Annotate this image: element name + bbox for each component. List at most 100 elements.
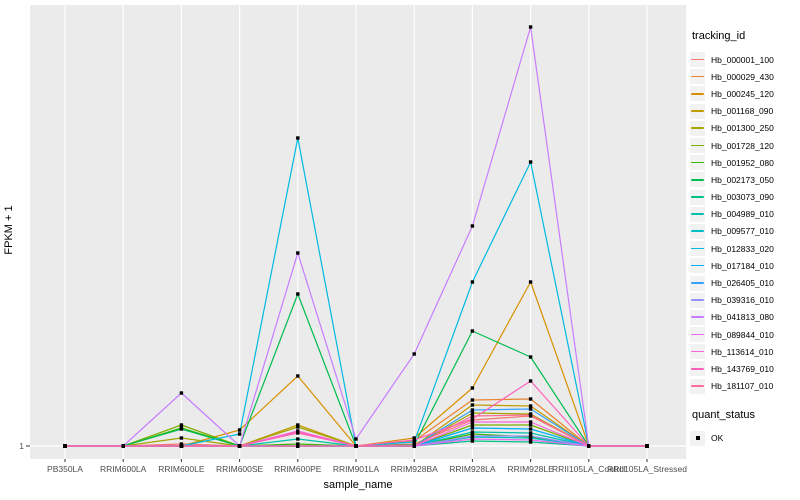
legend-key-box [690, 52, 705, 68]
legend-key-box [690, 206, 705, 222]
data-point [470, 423, 475, 427]
legend-item-label: Hb_001300_250 [711, 123, 774, 134]
legend-item-label: Hb_000029_430 [711, 71, 774, 82]
data-point [354, 444, 358, 448]
data-point [470, 420, 475, 424]
data-point [528, 355, 533, 359]
data-point [470, 426, 475, 430]
data-point [470, 280, 475, 284]
legend-line-swatch-icon [691, 247, 704, 250]
legend-item-ok: OK [690, 430, 798, 447]
legend-item-label: OK [711, 433, 724, 444]
y-axis-tick-label: 1 [19, 441, 24, 451]
data-point [296, 442, 300, 446]
data-point [528, 379, 533, 383]
legend-item-label: Hb_002173_050 [711, 174, 774, 185]
legend-key-box [690, 189, 705, 205]
legend-item-label: Hb_026405_010 [711, 278, 774, 289]
data-point [296, 251, 300, 255]
data-point [354, 437, 358, 441]
data-point [528, 404, 533, 408]
data-point [528, 427, 533, 431]
x-tick-label-RRIM928LA: RRIM928LA [449, 464, 496, 474]
data-point [412, 444, 416, 448]
data-point [296, 136, 300, 140]
legend-line-swatch-icon [691, 385, 704, 387]
legend-key-box [690, 103, 705, 119]
legend-line-swatch-icon [691, 75, 704, 78]
legend-item-Hb_012833_020: Hb_012833_020 [690, 240, 798, 257]
legend-item-Hb_002173_050: Hb_002173_050 [690, 171, 798, 188]
legend-item-Hb_041813_080: Hb_041813_080 [690, 309, 798, 326]
legend-key-box [690, 120, 705, 136]
legend-item-label: Hb_009577_010 [711, 226, 774, 237]
data-point [528, 438, 533, 442]
legend-quant-section: quant_status OK [690, 409, 798, 447]
data-point [528, 25, 533, 29]
x-tick-label-RRIM901LA: RRIM901LA [332, 464, 380, 474]
data-point [470, 329, 475, 333]
legend-line-swatch-icon [691, 350, 704, 353]
legend-key-box [690, 378, 705, 394]
legend-item-Hb_001952_080: Hb_001952_080 [690, 154, 798, 171]
data-point [237, 432, 242, 436]
legend-item-label: Hb_000245_120 [711, 88, 774, 99]
data-point [528, 423, 533, 427]
data-point [470, 408, 475, 412]
data-point [296, 444, 300, 448]
legend-key-box [690, 309, 705, 325]
legend-key-box [690, 430, 705, 446]
legend-key-box [690, 223, 705, 239]
gridlines [30, 5, 686, 459]
legend-key-box [690, 69, 705, 85]
legend-item-Hb_017184_010: Hb_017184_010 [690, 257, 798, 274]
data-point [528, 280, 533, 284]
legend-line-swatch-icon [691, 213, 704, 215]
legend-item-label: Hb_017184_010 [711, 260, 774, 271]
x-tick-label-PB350LA: PB350LA [47, 464, 83, 474]
legend-line-swatch-icon [691, 92, 704, 95]
legend-item-Hb_009577_010: Hb_009577_010 [690, 223, 798, 240]
legend-line-swatch-icon [691, 110, 704, 112]
data-point [528, 160, 533, 164]
legend-line-swatch-icon [691, 127, 704, 129]
legend-line-swatch-icon [691, 367, 704, 370]
legend-item-Hb_001300_250: Hb_001300_250 [690, 120, 798, 137]
data-point [470, 417, 475, 421]
data-point [296, 429, 300, 433]
legend-item-label: Hb_089844_010 [711, 329, 774, 340]
axis-tick-marks [26, 445, 648, 462]
data-point [179, 444, 184, 448]
panel-background [30, 5, 686, 459]
legend-item-Hb_113614_010: Hb_113614_010 [690, 343, 798, 360]
data-point [528, 434, 533, 438]
data-point [470, 386, 475, 390]
data-point [179, 442, 184, 446]
legend-line-swatch-icon [691, 196, 704, 198]
data-point [470, 398, 475, 402]
data-point [237, 444, 242, 448]
data-point [412, 438, 416, 442]
legend-item-label: Hb_181107_010 [711, 381, 774, 392]
legend-line-swatch-icon [691, 144, 704, 147]
data-point [528, 407, 533, 411]
data-point [179, 436, 184, 440]
data-point [645, 444, 649, 448]
x-tick-label-RRII105LA_Control: RRII105LA_Control [551, 464, 626, 474]
data-point [63, 444, 67, 448]
legend-item-label: Hb_004989_010 [711, 209, 774, 220]
legend-item-Hb_001168_090: Hb_001168_090 [690, 103, 798, 120]
data-point [528, 420, 533, 424]
data-point [412, 436, 416, 440]
legend-key-box [690, 327, 705, 343]
series-points [63, 25, 649, 448]
legend-line-swatch-icon [691, 299, 704, 301]
legend-item-label: Hb_012833_020 [711, 243, 774, 254]
data-point [470, 224, 475, 228]
legend-item-label: Hb_143769_010 [711, 363, 774, 374]
legend-item-label: Hb_113614_010 [711, 346, 774, 357]
x-tick-label-RRIM600LA: RRIM600LA [100, 464, 147, 474]
legend-item-label: Hb_041813_080 [711, 312, 774, 323]
legend-item-Hb_004989_010: Hb_004989_010 [690, 206, 798, 223]
